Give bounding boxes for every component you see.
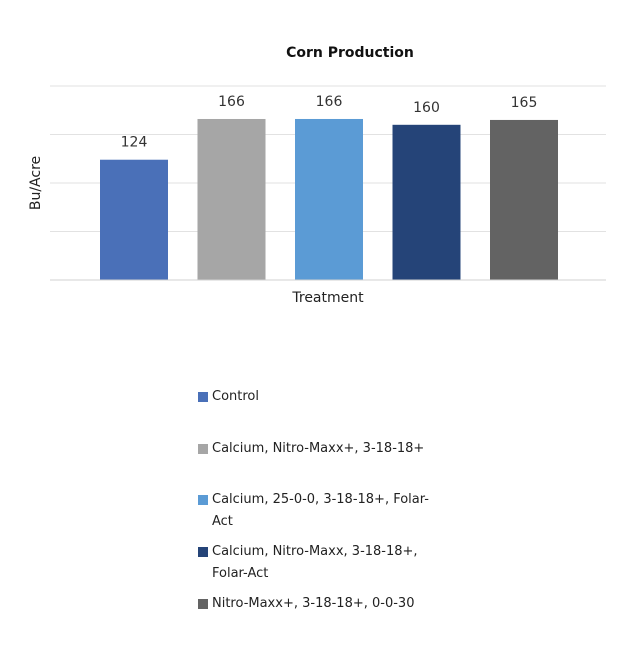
bar-value-label: 165: [511, 95, 538, 111]
legend-swatch: [198, 495, 208, 505]
bars: [100, 118, 558, 280]
legend-swatch: [198, 444, 208, 454]
bar-value-label: 124: [121, 135, 148, 151]
legend-item: Calcium, Nitro-Maxx, 3-18-18+, Folar-Act: [198, 541, 468, 585]
legend-swatch: [198, 392, 208, 402]
bar: [392, 124, 461, 280]
legend-label: Control: [212, 389, 259, 404]
legend-label: Calcium, 25-0-0, 3-18-18+, Folar-Act: [212, 492, 429, 529]
bar: [100, 159, 168, 280]
bar: [490, 119, 558, 280]
bar-value-label: 166: [316, 94, 343, 110]
legend-item: Nitro-Maxx+, 3-18-18+, 0-0-30: [198, 593, 468, 615]
legend-label: Calcium, Nitro-Maxx+, 3-18-18+: [212, 441, 425, 456]
data-labels: 124 166 166 160 165: [121, 94, 538, 151]
y-axis-title: Bu/Acre: [28, 156, 44, 210]
legend-swatch: [198, 547, 208, 557]
legend-item: Calcium, 25-0-0, 3-18-18+, Folar-Act: [198, 489, 468, 533]
bar-value-label: 166: [218, 94, 245, 110]
chart-title: Corn Production: [286, 45, 414, 61]
legend-swatch: [198, 599, 208, 609]
legend-label: Calcium, Nitro-Maxx, 3-18-18+, Folar-Act: [212, 544, 418, 581]
x-axis-title: Treatment: [291, 290, 364, 306]
legend-label: Nitro-Maxx+, 3-18-18+, 0-0-30: [212, 596, 415, 611]
bar: [197, 118, 266, 280]
bar-chart: Corn Production 124 166 166 160 165 Treatmen…: [28, 45, 606, 306]
bar: [295, 118, 363, 280]
bar-value-label: 160: [413, 100, 440, 116]
legend-item: Control: [198, 386, 468, 408]
legend-item: Calcium, Nitro-Maxx+, 3-18-18+: [198, 438, 468, 460]
